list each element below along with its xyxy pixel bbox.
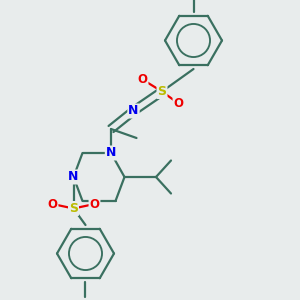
Text: O: O [137,73,148,86]
Text: S: S [158,85,166,98]
Text: S: S [69,202,78,215]
Text: O: O [89,197,100,211]
Text: O: O [173,97,184,110]
Text: N: N [128,104,139,118]
Text: N: N [68,170,79,184]
Text: O: O [47,197,58,211]
Text: N: N [106,146,116,160]
